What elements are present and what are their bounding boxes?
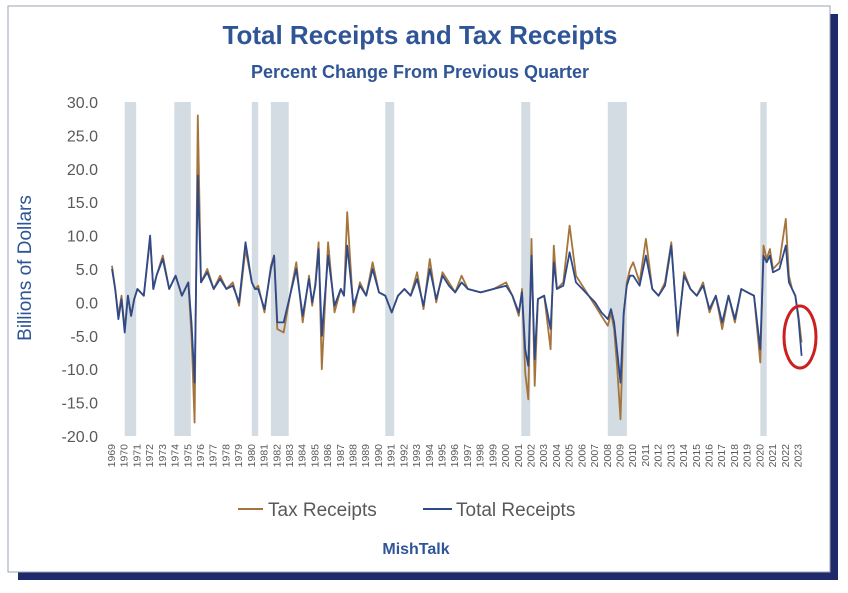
x-tick-label: 1995 bbox=[437, 444, 449, 468]
x-tick-label: 2007 bbox=[589, 444, 601, 468]
series-line-total-receipts bbox=[111, 174, 803, 384]
x-tick-label: 2003 bbox=[538, 444, 550, 468]
recession-band bbox=[385, 102, 395, 436]
x-tick-label: 2015 bbox=[691, 444, 703, 468]
x-tick-label: 2002 bbox=[526, 444, 538, 468]
x-tick-label: 1998 bbox=[475, 444, 487, 468]
x-tick-label: 1987 bbox=[335, 444, 347, 468]
recession-band bbox=[251, 102, 259, 436]
x-tick-label: 2018 bbox=[729, 444, 741, 468]
recession-band bbox=[521, 102, 531, 436]
x-tick-label: 2011 bbox=[640, 444, 652, 467]
x-tick-label: 1986 bbox=[322, 444, 334, 468]
x-tick-label: 1971 bbox=[131, 444, 143, 468]
x-tick-label: 2020 bbox=[754, 444, 766, 468]
x-tick-label: 2010 bbox=[627, 444, 639, 468]
x-tick-label: 2016 bbox=[703, 444, 715, 468]
footer-brand: MishTalk bbox=[382, 541, 449, 558]
legend-label-total-receipts: Total Receipts bbox=[456, 500, 575, 521]
x-tick-label: 1974 bbox=[170, 444, 182, 468]
y-axis-ticks: 30.0 25.0 20.0 15.0 10.0 5.0 0.0 -5.0 -10.0 -15.0… bbox=[62, 95, 99, 446]
x-tick-label: 1994 bbox=[424, 444, 436, 468]
recession-band bbox=[607, 102, 627, 436]
y-tick-label: 10.0 bbox=[67, 229, 98, 246]
y-tick-label: -10.0 bbox=[62, 362, 99, 379]
x-tick-label: 1982 bbox=[271, 444, 283, 468]
x-tick-label: 1979 bbox=[233, 444, 245, 468]
x-tick-label: 2008 bbox=[602, 444, 614, 468]
chart-title: Total Receipts and Tax Receipts bbox=[223, 20, 618, 50]
x-tick-label: 1991 bbox=[386, 444, 398, 468]
x-axis-ticks: 1969 1970 1971 1972 1973 1974 1975 1976 1977 1978… bbox=[106, 444, 804, 468]
x-tick-label: 1990 bbox=[373, 444, 385, 468]
y-tick-label: 5.0 bbox=[76, 262, 98, 279]
x-tick-label: 2001 bbox=[513, 444, 525, 468]
x-tick-label: 1997 bbox=[462, 444, 474, 468]
x-tick-label: 2004 bbox=[551, 444, 563, 468]
x-tick-label: 2017 bbox=[716, 444, 728, 468]
x-tick-label: 1976 bbox=[195, 444, 207, 468]
x-tick-label: 1983 bbox=[284, 444, 296, 468]
x-tick-label: 2009 bbox=[614, 444, 626, 468]
x-tick-label: 1980 bbox=[246, 444, 258, 468]
y-tick-label: -15.0 bbox=[62, 396, 99, 413]
y-tick-label: -20.0 bbox=[62, 429, 99, 446]
x-tick-label: 2000 bbox=[500, 444, 512, 468]
x-tick-label: 2021 bbox=[767, 444, 779, 468]
x-tick-label: 1993 bbox=[411, 444, 423, 468]
chart-subtitle: Percent Change From Previous Quarter bbox=[251, 62, 589, 82]
x-tick-label: 1975 bbox=[182, 444, 194, 468]
recession-band bbox=[124, 102, 137, 436]
y-tick-label: 25.0 bbox=[67, 128, 98, 145]
y-tick-label: 30.0 bbox=[67, 95, 98, 112]
x-tick-label: 1972 bbox=[144, 444, 156, 468]
highlight-circle bbox=[782, 304, 818, 370]
y-axis-label: Billions of Dollars bbox=[15, 195, 36, 341]
x-tick-label: 1973 bbox=[157, 444, 169, 468]
x-tick-label: 1996 bbox=[449, 444, 461, 468]
x-tick-label: 1969 bbox=[106, 444, 118, 468]
x-tick-label: 1985 bbox=[309, 444, 321, 468]
recession-band bbox=[270, 102, 289, 436]
x-tick-label: 2014 bbox=[678, 444, 690, 468]
x-tick-label: 1977 bbox=[208, 444, 220, 468]
series-lines bbox=[111, 114, 803, 424]
y-tick-label: 0.0 bbox=[76, 295, 98, 312]
x-tick-label: 1988 bbox=[348, 444, 360, 468]
x-tick-label: 1989 bbox=[360, 444, 372, 468]
x-tick-label: 2023 bbox=[792, 444, 804, 468]
x-tick-label: 2013 bbox=[665, 444, 677, 468]
x-tick-label: 1999 bbox=[487, 444, 499, 468]
x-tick-label: 2005 bbox=[564, 444, 576, 468]
x-tick-label: 1970 bbox=[119, 444, 131, 468]
x-tick-label: 2006 bbox=[576, 444, 588, 468]
x-tick-label: 1984 bbox=[297, 444, 309, 468]
x-tick-label: 2019 bbox=[742, 444, 754, 468]
x-tick-label: 2012 bbox=[653, 444, 665, 468]
x-tick-label: 1981 bbox=[259, 444, 271, 468]
x-tick-label: 1978 bbox=[220, 444, 232, 468]
legend-label-tax-receipts: Tax Receipts bbox=[268, 500, 377, 521]
recession-band bbox=[174, 102, 191, 436]
legend: Tax Receipts Total Receipts bbox=[238, 500, 575, 521]
y-tick-label: 15.0 bbox=[67, 195, 98, 212]
y-tick-label: 20.0 bbox=[67, 162, 98, 179]
y-tick-label: -5.0 bbox=[70, 329, 98, 346]
x-tick-label: 1992 bbox=[398, 444, 410, 468]
x-tick-label: 2022 bbox=[780, 444, 792, 468]
